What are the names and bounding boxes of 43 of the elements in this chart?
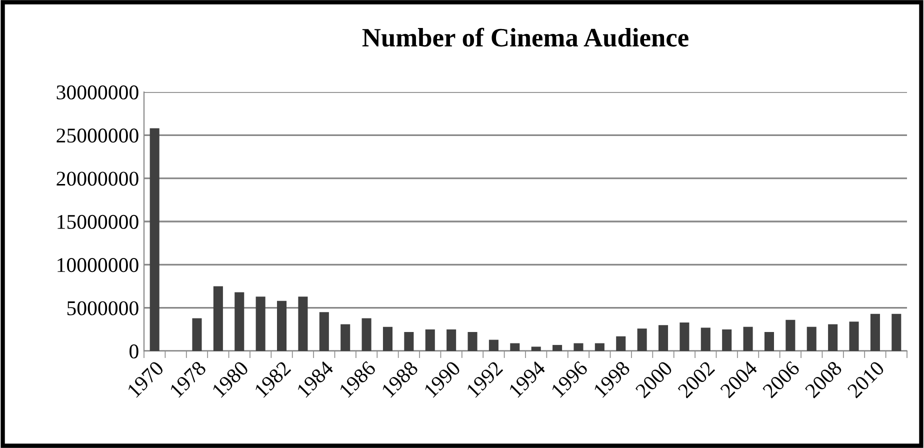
bar	[722, 329, 732, 351]
y-tick-label: 25000000	[56, 128, 138, 143]
bar	[446, 329, 456, 351]
bar	[531, 346, 541, 351]
bar	[276, 300, 287, 351]
bar	[743, 326, 753, 351]
bar	[870, 314, 880, 351]
bar	[786, 320, 796, 351]
bar	[828, 324, 838, 351]
bar	[382, 326, 393, 351]
y-tick-label: 20000000	[56, 172, 138, 186]
bar	[468, 332, 478, 351]
bar	[319, 312, 329, 351]
bar	[362, 318, 372, 351]
bar	[510, 343, 520, 351]
bar	[616, 336, 626, 351]
y-tick-label: 15000000	[58, 214, 138, 229]
bar	[488, 340, 498, 351]
bar	[192, 318, 202, 351]
bar	[340, 324, 350, 351]
bar	[552, 344, 562, 351]
y-tick-label: 5000000	[67, 301, 138, 316]
bar	[680, 322, 690, 351]
y-tick-label: 30000000	[56, 85, 138, 100]
bar	[849, 322, 859, 351]
y-tick-label: 0	[130, 344, 138, 358]
bar	[637, 328, 647, 351]
bar	[764, 332, 774, 351]
chart-title: Number of Cinema Audience	[362, 28, 688, 47]
bar	[806, 326, 816, 351]
bar	[658, 325, 668, 351]
bar	[892, 314, 902, 351]
bar	[298, 296, 308, 351]
bar	[150, 128, 160, 351]
bar	[700, 328, 710, 351]
bar	[213, 286, 223, 351]
bar	[425, 329, 435, 351]
bar	[404, 332, 414, 351]
bar	[234, 292, 244, 351]
bar	[256, 296, 266, 351]
bar	[594, 343, 604, 351]
bar	[574, 343, 584, 351]
y-tick-label: 10000000	[58, 258, 138, 272]
